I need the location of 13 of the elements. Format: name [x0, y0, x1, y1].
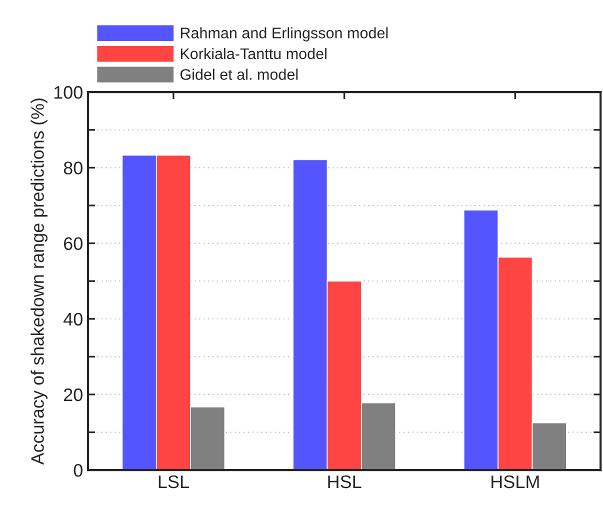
- y-tick-label: 40: [64, 312, 82, 326]
- y-tick-label: 60: [64, 237, 82, 250]
- x-tick-label: HSL: [328, 475, 362, 488]
- y-tick-label: 0: [74, 464, 82, 477]
- y-tick-label: 100: [54, 86, 82, 99]
- x-tick-label: LSL: [158, 475, 189, 488]
- legend-label: Korkiala-Tanttu model: [180, 48, 326, 60]
- y-tick-label: 20: [64, 388, 82, 402]
- x-tick-label: HSLM: [492, 475, 539, 488]
- legend-label: Gidel et al. model: [180, 68, 298, 80]
- y-axis-title: Accuracy of shakedown range predictions (%): [30, 98, 48, 465]
- y-tick-label: 80: [64, 162, 82, 174]
- legend-label: Rahman and Erlingsson model: [180, 27, 388, 42]
